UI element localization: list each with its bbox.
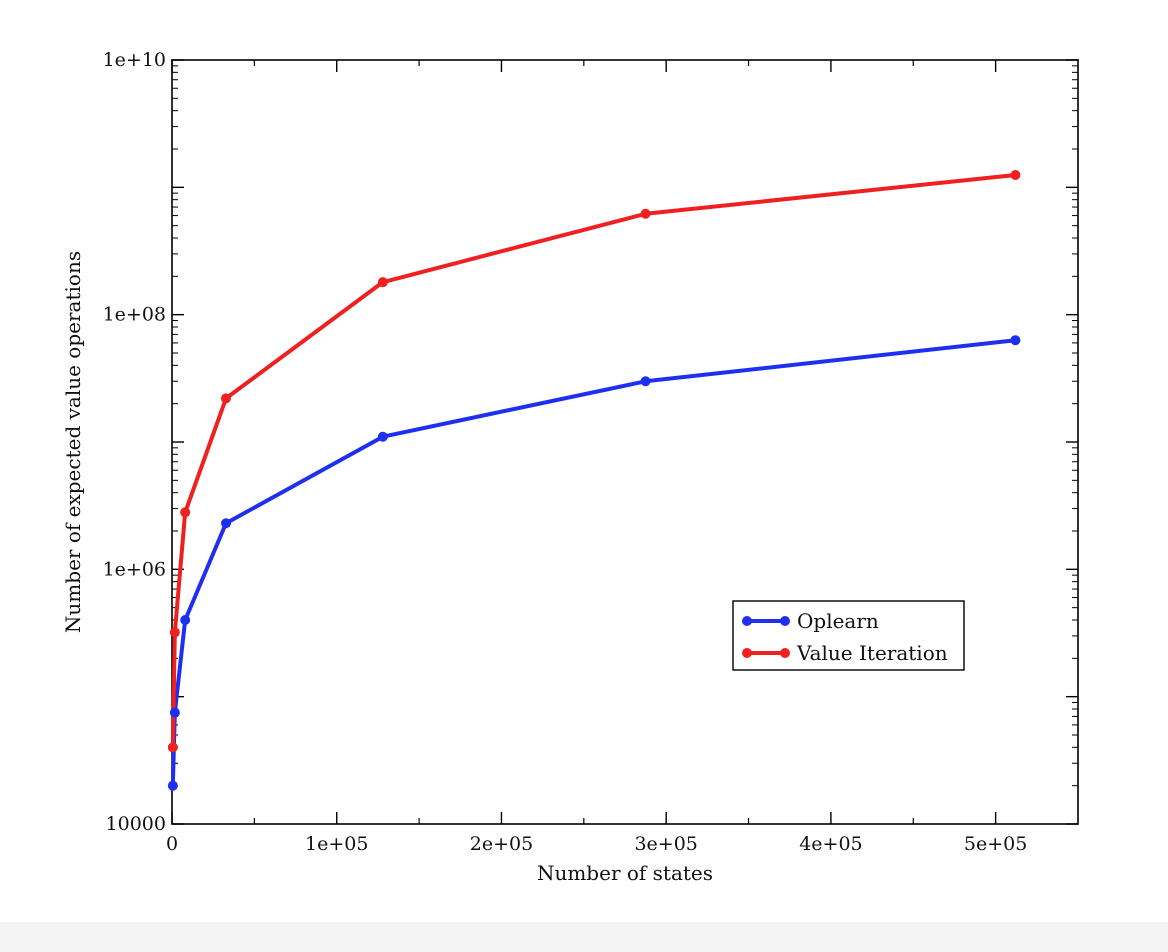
legend-marker-oplearn: [780, 616, 790, 626]
legend-box: [732, 600, 965, 671]
x-tick-label: 0: [166, 833, 178, 855]
data-point-1: [180, 507, 191, 518]
legend-marker-value-iteration: [780, 648, 790, 658]
x-tick-label: 3e+05: [634, 833, 697, 855]
y-tick-label: 1e+10: [103, 49, 166, 71]
y-axis-title: Number of expected value operations: [61, 251, 85, 633]
plot-frame: [171, 59, 1079, 825]
axis-ticks: [171, 59, 1078, 825]
x-tick-label: 2e+05: [470, 833, 533, 855]
legend-label-oplearn: Oplearn: [797, 609, 879, 633]
bottom-strip: [0, 922, 1168, 952]
y-tick-labels: 10000 1e+06 1e+08 1e+10: [103, 49, 166, 835]
data-point-0: [169, 707, 180, 718]
data-point-1: [167, 742, 178, 753]
y-tick-label: 1e+06: [103, 558, 166, 580]
series-line-0: [170, 338, 1016, 786]
data-point-1: [640, 208, 651, 219]
data-point-1: [220, 393, 231, 404]
legend-label-value-iteration: Value Iteration: [796, 641, 948, 665]
data-point-0: [640, 376, 651, 387]
x-tick-label: 1e+05: [305, 833, 368, 855]
x-tick-label: 4e+05: [799, 833, 862, 855]
y-tick-label: 1e+08: [103, 304, 166, 326]
x-axis-title: Number of states: [537, 861, 713, 885]
data-point-1: [169, 627, 180, 638]
data-point-0: [1010, 335, 1021, 346]
data-point-0: [180, 615, 191, 626]
legend-marker-oplearn: [742, 616, 752, 626]
series-lines: [170, 173, 1016, 786]
data-point-0: [377, 431, 388, 442]
x-tick-labels: 0 1e+05 2e+05 3e+05 4e+05 5e+05: [166, 833, 1027, 855]
x-tick-label: 5e+05: [964, 833, 1027, 855]
data-point-0: [220, 518, 231, 529]
series-points: [167, 169, 1021, 791]
legend: Oplearn Value Iteration: [732, 600, 965, 671]
data-point-1: [1010, 169, 1021, 180]
legend-marker-value-iteration: [742, 648, 752, 658]
y-tick-label: 10000: [106, 813, 166, 835]
data-point-1: [377, 277, 388, 288]
data-point-0: [167, 780, 178, 791]
